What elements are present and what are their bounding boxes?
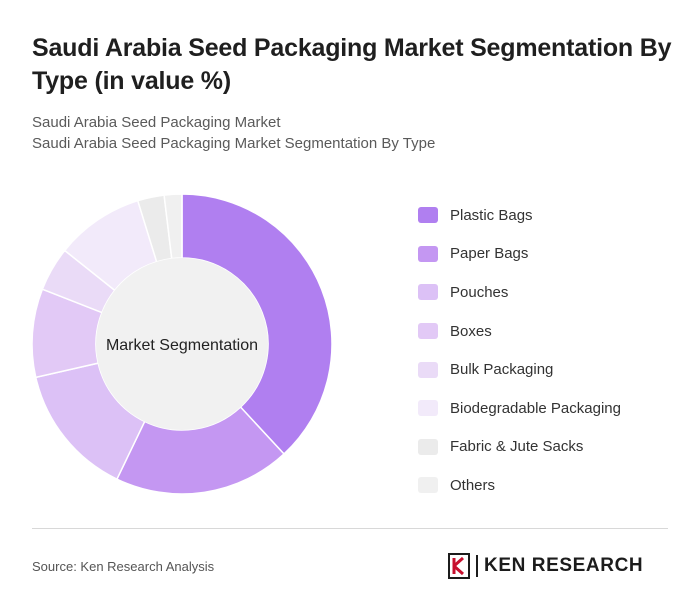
legend-swatch-plastic-bags	[418, 207, 438, 224]
legend-swatch-fabric-jute-sacks	[418, 438, 438, 455]
legend-item-plastic-bags[interactable]: Plastic Bags	[418, 196, 688, 235]
legend-item-pouches[interactable]: Pouches	[418, 273, 688, 312]
subtitle-segmentation: Saudi Arabia Seed Packaging Market Segme…	[32, 135, 436, 152]
legend-item-paper-bags[interactable]: Paper Bags	[418, 235, 688, 274]
legend-swatch-boxes	[418, 323, 438, 340]
legend-swatch-paper-bags	[418, 245, 438, 262]
legend-label-paper-bags: Paper Bags	[450, 245, 529, 263]
donut-center-label: Market Segmentation	[106, 337, 258, 354]
legend-item-bulk-packaging[interactable]: Bulk Packaging	[418, 350, 688, 389]
legend-swatch-biodegradable-packaging	[418, 400, 438, 417]
legend-label-bulk-packaging: Bulk Packaging	[450, 361, 554, 379]
legend-swatch-pouches	[418, 284, 438, 301]
legend: Plastic Bags Paper Bags Pouches Boxes Bulk P…	[418, 196, 688, 505]
footer-divider	[32, 528, 668, 529]
legend-swatch-bulk-packaging	[418, 361, 438, 378]
legend-swatch-others	[418, 477, 438, 494]
donut-chart: Market Segmentation	[31, 193, 333, 495]
brand-name: KEN RESEARCH	[484, 555, 644, 576]
legend-label-fabric-jute-sacks: Fabric & Jute Sacks	[450, 438, 584, 456]
subtitle-market: Saudi Arabia Seed Packaging Market	[32, 114, 281, 131]
brand-logo: KEN RESEARCH	[448, 553, 643, 579]
legend-item-others[interactable]: Others	[418, 466, 688, 505]
legend-label-biodegradable-packaging: Biodegradable Packaging	[450, 399, 621, 417]
ken-research-logo-icon	[448, 553, 470, 579]
legend-label-plastic-bags: Plastic Bags	[450, 206, 533, 224]
chart-title: Saudi Arabia Seed Packaging Market Segme…	[32, 34, 672, 95]
legend-label-others: Others	[450, 476, 496, 494]
source-text: Source: Ken Research Analysis	[32, 559, 215, 574]
legend-item-boxes[interactable]: Boxes	[418, 312, 688, 351]
legend-label-boxes: Boxes	[450, 322, 492, 340]
legend-label-pouches: Pouches	[450, 283, 509, 301]
legend-item-fabric-jute-sacks[interactable]: Fabric & Jute Sacks	[418, 428, 688, 467]
donut-center	[96, 258, 268, 430]
legend-item-biodegradable-packaging[interactable]: Biodegradable Packaging	[418, 389, 688, 428]
brand-separator	[476, 555, 478, 577]
